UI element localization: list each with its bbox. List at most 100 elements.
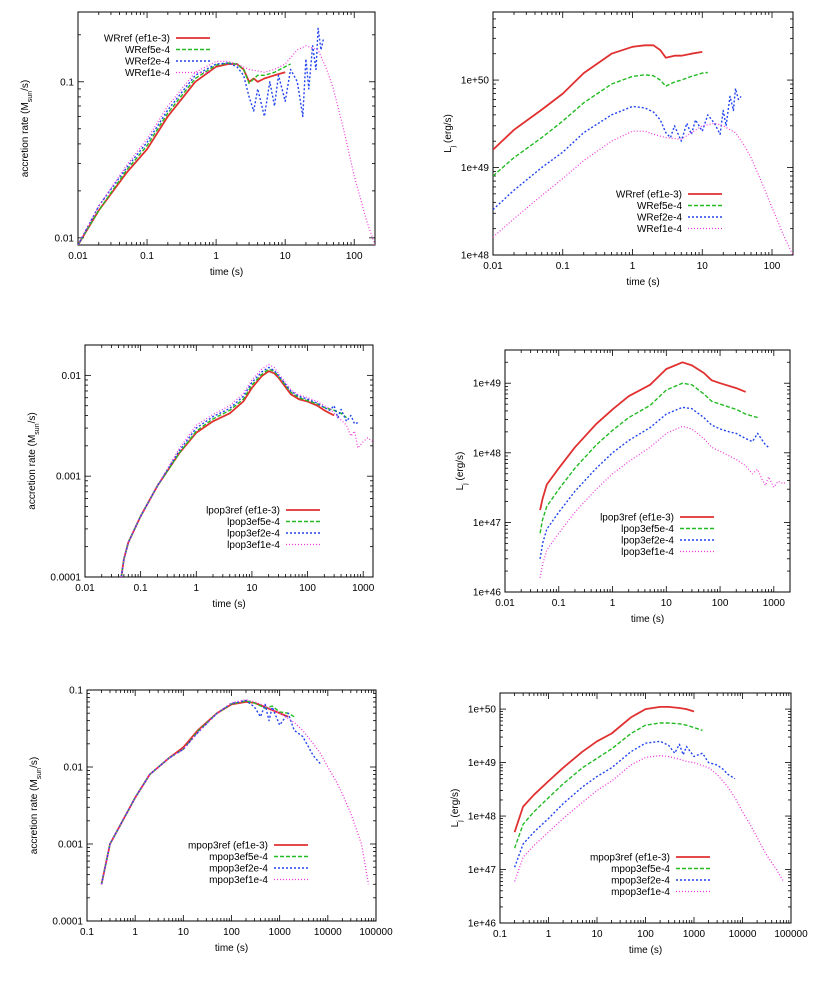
series-line-1 — [539, 361, 747, 511]
y-tick-label: 0.0001 — [50, 573, 81, 584]
legend-label: mpop3ef1e-4 — [209, 875, 268, 886]
x-tick-label: 0.01 — [68, 251, 88, 262]
y-tick-label: 0.001 — [56, 472, 81, 483]
y-axis-label: Lj (erg/s) — [450, 789, 464, 828]
x-tick-label: 1 — [610, 598, 616, 609]
x-tick-label: 0.1 — [140, 251, 154, 262]
y-tick-label: 1e+49 — [461, 163, 490, 174]
y-axis-label-end: /s) — [20, 80, 31, 91]
x-tick-label: 1 — [213, 251, 219, 262]
x-tick-label: 0.1 — [493, 929, 507, 940]
y-axis-label-main: accretion rate (M — [27, 435, 38, 510]
y-axis-label-sub: j — [450, 145, 457, 148]
series-line-3 — [100, 699, 321, 885]
x-axis-label: time (s) — [215, 943, 248, 954]
x-tick-label: 10 — [697, 261, 709, 272]
chart-panel-6: 0.1 1 10 100 1000 10000 100000 1e+46 1e+47 1e+48 1… — [450, 692, 808, 956]
series-line-3 — [78, 27, 325, 245]
x-tick-label: 100 — [299, 583, 316, 594]
x-tick-label: 100 — [223, 927, 240, 938]
y-tick-label: 1e+48 — [468, 812, 497, 823]
legend-label: WRef1e-4 — [637, 224, 682, 235]
legend-label: lpop3ef1e-4 — [621, 547, 674, 558]
y-axis-label: accretion rate (Msun/s) — [29, 757, 43, 854]
x-tick-label: 1 — [546, 929, 552, 940]
x-tick-label: 1 — [630, 261, 636, 272]
chart-panel-2: 0.01 0.1 1 10 100 1e+48 1e+49 1e+50 time (s) Lj (… — [443, 11, 794, 288]
legend-label: mpop3ef2e-4 — [611, 876, 670, 887]
legend-label: mpop3ef5e-4 — [209, 852, 268, 863]
x-tick-label: 0.01 — [495, 598, 515, 609]
y-axis-label-end: (erg/s) — [443, 114, 454, 146]
x-tick-label: 10 — [246, 583, 258, 594]
x-tick-label: 1000 — [352, 583, 375, 594]
y-tick-label: 1e+50 — [461, 76, 490, 87]
legend-label: lpop3ef2e-4 — [621, 536, 674, 547]
x-tick-label: 1000 — [269, 927, 292, 938]
y-axis-label-main: L — [443, 147, 454, 153]
y-axis-label: Lj (erg/s) — [455, 452, 469, 491]
series-line-2 — [78, 62, 291, 245]
x-tick-label: 10000 — [314, 927, 342, 938]
series-line-2 — [539, 382, 758, 534]
chart-panel-3: 0.01 0.1 1 10 100 1000 0.0001 0.001 0.01 time (s)… — [27, 344, 375, 610]
y-axis-label: accretion rate (Msun/s) — [20, 80, 34, 177]
y-tick-label: 0.001 — [58, 840, 83, 851]
series-line-4 — [120, 363, 373, 577]
legend-label: lpop3ef5e-4 — [227, 517, 280, 528]
plot-frame — [492, 11, 794, 256]
y-tick-label: 0.01 — [64, 763, 84, 774]
plot-frame — [504, 349, 791, 593]
y-tick-label: 1e+49 — [468, 758, 497, 769]
x-axis-label: time (s) — [631, 614, 664, 625]
x-tick-label: 100 — [346, 251, 363, 262]
x-tick-label: 10 — [280, 251, 292, 262]
y-tick-label: 1e+47 — [473, 518, 502, 529]
legend-label: lpop3ef5e-4 — [621, 524, 674, 535]
x-tick-label: 1 — [132, 927, 138, 938]
y-axis-label-main: accretion rate (M — [29, 779, 40, 854]
x-axis-label: time (s) — [212, 599, 245, 610]
y-tick-label: 1e+48 — [461, 251, 490, 262]
x-tick-label: 0.1 — [134, 583, 148, 594]
y-tick-label: 1e+49 — [473, 379, 502, 390]
chart-panel-5: 0.1 1 10 100 1000 10000 100000 0.0001 0.001 0.01 0… — [29, 686, 393, 955]
x-tick-label: 10000 — [729, 929, 757, 940]
x-tick-label: 100000 — [774, 929, 808, 940]
y-tick-label: 1e+46 — [473, 588, 502, 599]
series-line-4 — [78, 45, 375, 245]
x-axis-label: time (s) — [626, 277, 659, 288]
legend-label: lpop3ref (ef1e-3) — [206, 506, 280, 517]
legend-label: WRef1e-4 — [125, 68, 170, 79]
x-tick-label: 100 — [712, 598, 729, 609]
legend-label: WRef5e-4 — [637, 201, 682, 212]
legend-label: mpop3ref (ef1e-3) — [590, 853, 670, 864]
y-axis-label-main: L — [450, 821, 461, 827]
legend-label: mpop3ef5e-4 — [611, 864, 670, 875]
x-tick-label: 10 — [591, 929, 603, 940]
x-tick-label: 1000 — [763, 598, 786, 609]
legend-label: WRef5e-4 — [125, 45, 170, 56]
series-line-4 — [100, 698, 370, 885]
y-tick-label: 0.1 — [60, 77, 74, 88]
y-tick-label: 0.01 — [62, 371, 82, 382]
chart-panel-1: 0.01 0.1 1 10 100 0.01 0.1 time (s) accretion ra… — [20, 11, 376, 278]
x-tick-label: 100 — [637, 929, 654, 940]
legend-label: lpop3ref (ef1e-3) — [600, 513, 674, 524]
y-tick-label: 1e+48 — [473, 448, 502, 459]
x-tick-label: 0.1 — [552, 598, 566, 609]
legend-label: lpop3ef2e-4 — [227, 529, 280, 540]
y-axis-label-sub: j — [457, 820, 464, 823]
series-line-2 — [493, 71, 708, 177]
y-axis-label-end: (erg/s) — [450, 789, 461, 821]
y-axis-label-end: /s) — [29, 757, 40, 768]
y-tick-label: 1e+46 — [468, 919, 497, 930]
chart-panel-4: 0.01 0.1 1 10 100 1000 1e+46 1e+47 1e+48 1e+49 tim… — [455, 349, 791, 625]
y-axis-label-sub: sun — [36, 768, 43, 779]
y-axis-label-sub: j — [462, 483, 469, 486]
legend-label: WRref (ef1e-3) — [104, 34, 170, 45]
x-tick-label: 10 — [661, 598, 673, 609]
series-line-3 — [539, 406, 770, 559]
x-tick-label: 0.1 — [80, 927, 94, 938]
legend-label: mpop3ef1e-4 — [611, 887, 670, 898]
